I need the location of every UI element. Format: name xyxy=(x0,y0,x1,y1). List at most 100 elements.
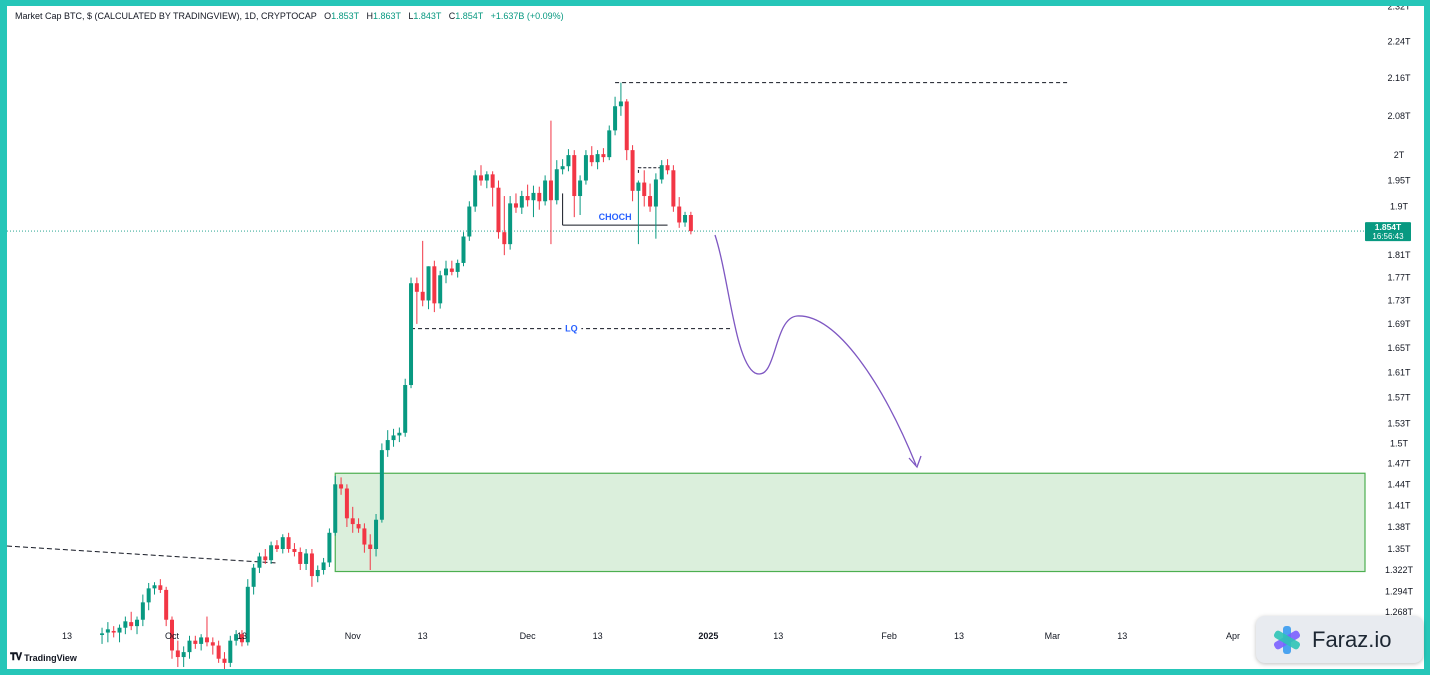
dashed-trendline xyxy=(7,545,277,564)
lq-level-label: LQ xyxy=(565,324,578,334)
candle-body xyxy=(158,585,163,590)
candle-body xyxy=(595,154,600,163)
time-tick: Mar xyxy=(1045,631,1061,641)
price-tick: 2.16T xyxy=(1387,73,1411,83)
candle-body xyxy=(228,640,233,663)
current-price-badge xyxy=(1365,222,1411,242)
price-tick: 1.5T xyxy=(1390,438,1409,448)
candle-body xyxy=(327,532,332,563)
symbol-title: Market Cap BTC, $ (CALCULATED BY TRADING… xyxy=(15,11,317,21)
candle-body xyxy=(356,524,361,529)
candle-body xyxy=(280,537,285,549)
symbol-header: Market Cap BTC, $ (CALCULATED BY TRADING… xyxy=(15,11,564,21)
candle-body xyxy=(175,650,180,658)
candle-body xyxy=(438,275,443,304)
candle-body xyxy=(478,175,483,181)
change-value: +1.637B (+0.09%) xyxy=(490,11,564,21)
tradingview-logo[interactable]: 𝐓𝐕 TradingView xyxy=(10,652,77,663)
time-tick: Dec xyxy=(520,631,537,641)
candle-body xyxy=(409,283,414,386)
candle-body xyxy=(385,440,390,451)
tradingview-text: TradingView xyxy=(24,652,77,663)
time-tick: 13 xyxy=(593,631,603,641)
candle-body xyxy=(339,484,344,489)
candle-body xyxy=(537,192,542,202)
candle-body xyxy=(368,544,373,549)
candle-body xyxy=(123,621,128,628)
open-label: O xyxy=(324,11,332,21)
lines-layer: LQ CHOCH xyxy=(7,82,1365,564)
candle-body xyxy=(496,187,501,233)
candle-body xyxy=(519,196,524,208)
close-value: 1.854T xyxy=(455,11,484,21)
candle-body xyxy=(473,175,478,207)
candle-body xyxy=(677,206,682,223)
candle-body xyxy=(513,203,518,208)
candle-body xyxy=(315,570,320,577)
open-value: 1.853T xyxy=(331,11,359,21)
candle-body xyxy=(181,652,186,658)
candle-body xyxy=(467,206,472,237)
candle-body xyxy=(583,155,588,181)
candle-body xyxy=(321,562,326,570)
candle-body xyxy=(146,588,151,603)
price-tick: 1.322T xyxy=(1385,565,1414,575)
price-axis: 2.32T 2.24T 2.16T 2.08T 2T 1.95T 1.9T 1.81T 1.77… xyxy=(1365,6,1414,617)
candle-body xyxy=(444,268,449,276)
candle-body xyxy=(222,658,227,663)
candle-body xyxy=(630,150,635,191)
candle-body xyxy=(531,192,536,201)
candle-body xyxy=(455,262,460,272)
candle-body xyxy=(100,633,105,635)
candle-body xyxy=(216,645,221,659)
candle-body xyxy=(566,155,571,167)
time-tick: 13 xyxy=(773,631,783,641)
high-label: H xyxy=(366,11,373,21)
candle-body xyxy=(245,586,250,643)
time-tick: 13 xyxy=(62,631,72,641)
candle-body xyxy=(309,553,314,577)
time-tick: 13 xyxy=(418,631,428,641)
candle-body xyxy=(204,637,209,643)
price-tick: 1.35T xyxy=(1387,544,1411,554)
price-tick: 1.65T xyxy=(1387,343,1411,353)
candle-body xyxy=(210,642,215,646)
price-tick: 1.41T xyxy=(1387,500,1411,510)
candle-body xyxy=(578,180,583,197)
close-label: C xyxy=(448,11,456,21)
price-tick: 1.95T xyxy=(1387,175,1411,185)
zones-layer xyxy=(334,472,1366,573)
candle-body xyxy=(193,640,198,644)
current-price-label: 1.854T xyxy=(1375,222,1402,232)
price-tick: 1.38T xyxy=(1387,522,1411,532)
candle-body xyxy=(624,101,629,151)
candle-body xyxy=(257,556,262,568)
time-tick: 13 xyxy=(237,631,247,641)
candle-body xyxy=(601,154,606,158)
candle-body xyxy=(432,266,437,304)
price-tick: 1.81T xyxy=(1387,250,1411,260)
candle-body xyxy=(607,130,612,158)
candle-body xyxy=(449,268,454,272)
faraz-watermark: Faraz.io xyxy=(1256,616,1423,663)
time-tick: Feb xyxy=(881,631,897,641)
candle-body xyxy=(239,634,244,643)
candle-body xyxy=(683,214,688,223)
chart-frame: LQ CHOCH 2.32T 2.24T 2.16T 2.08T 2T 1.95T 1.9T 1… xyxy=(7,6,1424,669)
projection-path xyxy=(714,234,917,466)
candle-body xyxy=(274,545,279,549)
price-tick: 1.57T xyxy=(1387,393,1411,403)
candle-body xyxy=(298,551,303,564)
faraz-text: Faraz.io xyxy=(1312,626,1392,652)
candle-body xyxy=(333,484,338,533)
candle-body xyxy=(379,450,384,520)
candle-body xyxy=(426,266,431,301)
candle-body xyxy=(362,528,367,545)
candle-body xyxy=(251,567,256,587)
candle-body xyxy=(397,432,402,436)
time-tick: Nov xyxy=(345,631,362,641)
candle-body xyxy=(269,545,274,561)
candle-body xyxy=(344,488,349,519)
time-tick: 13 xyxy=(1117,631,1127,641)
bar-countdown: 16:56:43 xyxy=(1372,232,1404,241)
